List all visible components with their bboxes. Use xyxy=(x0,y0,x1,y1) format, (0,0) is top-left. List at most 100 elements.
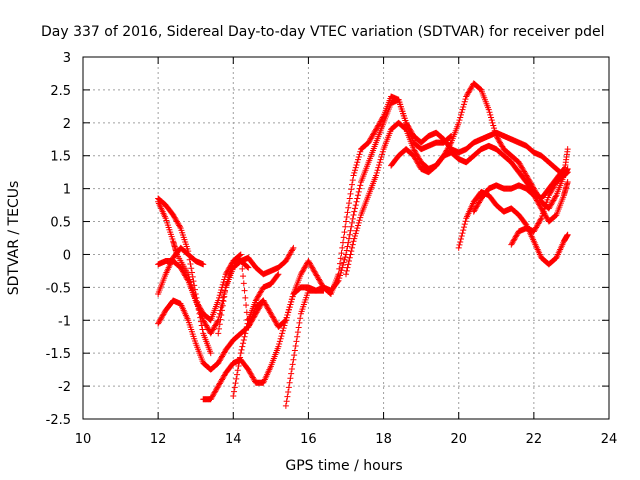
data-point xyxy=(487,111,494,118)
data-point xyxy=(357,214,364,221)
data-point xyxy=(375,164,382,171)
data-point xyxy=(460,104,467,111)
data-point xyxy=(237,354,244,361)
series-track-13 xyxy=(470,179,571,225)
data-point xyxy=(460,101,467,108)
data-point xyxy=(296,319,303,326)
data-point xyxy=(237,252,244,259)
y-tick-label: -1.5 xyxy=(46,347,71,362)
data-point xyxy=(216,325,223,332)
data-point xyxy=(349,181,356,188)
data-point xyxy=(357,182,364,189)
x-tick-label: 14 xyxy=(225,432,242,447)
data-point xyxy=(244,320,251,327)
data-point xyxy=(346,200,353,207)
data-point xyxy=(241,287,248,294)
data-point xyxy=(346,231,353,238)
data-point xyxy=(344,243,351,250)
data-point xyxy=(350,172,357,179)
x-tick-label: 12 xyxy=(150,432,167,447)
y-tick-label: 2.5 xyxy=(50,84,71,99)
y-tick-label: -2 xyxy=(58,380,71,395)
data-point xyxy=(216,294,223,301)
data-point xyxy=(560,173,567,180)
data-point xyxy=(237,251,244,258)
data-point xyxy=(346,195,353,202)
data-point xyxy=(242,330,249,337)
data-point xyxy=(289,246,296,253)
data-point xyxy=(233,375,240,382)
data-point xyxy=(240,280,247,287)
data-point xyxy=(348,186,355,193)
data-point xyxy=(225,273,232,280)
data-point xyxy=(291,352,298,359)
data-point xyxy=(291,347,298,354)
data-point xyxy=(335,271,342,278)
data-point xyxy=(564,179,571,186)
data-point xyxy=(457,235,464,242)
y-tick-label: 3 xyxy=(63,51,71,66)
data-point xyxy=(295,324,302,331)
data-point xyxy=(345,204,352,211)
data-point xyxy=(348,248,355,255)
data-point xyxy=(349,241,356,248)
x-tick-label: 22 xyxy=(526,432,543,447)
chart-title: Day 337 of 2016, Sidereal Day-to-day VTE… xyxy=(41,24,605,40)
data-point xyxy=(354,195,361,202)
data-point xyxy=(227,268,234,275)
data-point xyxy=(356,185,363,192)
data-point xyxy=(347,190,354,197)
data-point xyxy=(228,265,235,272)
data-point xyxy=(376,159,383,166)
x-tick-label: 16 xyxy=(300,432,317,447)
data-point xyxy=(276,338,283,345)
data-point xyxy=(200,261,207,268)
data-point xyxy=(343,271,349,278)
data-point xyxy=(176,223,183,230)
data-point xyxy=(341,256,348,263)
data-point xyxy=(379,148,386,155)
data-point xyxy=(378,154,385,161)
series-track-8 xyxy=(230,271,282,399)
data-point xyxy=(290,356,297,363)
data-point xyxy=(352,205,359,212)
data-point xyxy=(199,326,206,333)
data-point xyxy=(242,294,249,301)
data-point xyxy=(354,225,361,232)
data-point xyxy=(277,335,284,342)
data-point xyxy=(282,317,289,324)
data-point xyxy=(346,254,353,261)
series-track-4 xyxy=(155,244,207,297)
data-point xyxy=(276,340,283,347)
data-point xyxy=(338,250,345,257)
data-point xyxy=(283,314,290,321)
y-tick-label: 1.5 xyxy=(50,150,71,165)
data-point xyxy=(485,106,492,113)
data-point xyxy=(353,227,360,234)
data-point xyxy=(492,130,499,137)
data-point xyxy=(354,159,361,166)
data-point xyxy=(235,363,242,370)
y-axis: -2.5 -2 -1.5 -1 -0.5 0 0.5 1 1.5 2 2.5 3 xyxy=(46,51,609,428)
data-point xyxy=(352,233,359,240)
data-point xyxy=(352,164,359,171)
data-point xyxy=(285,384,292,391)
data-point xyxy=(294,333,301,340)
x-tick-label: 18 xyxy=(375,432,392,447)
data-point xyxy=(339,264,346,271)
data-point xyxy=(284,312,291,319)
data-point xyxy=(373,172,380,179)
data-point xyxy=(457,111,464,118)
data-point xyxy=(282,402,289,409)
data-point xyxy=(461,98,468,105)
data-point xyxy=(243,302,250,309)
data-point xyxy=(352,202,359,209)
data-point xyxy=(349,219,356,226)
data-point xyxy=(239,343,246,350)
data-point xyxy=(351,208,358,215)
data-point xyxy=(343,247,350,254)
data-point xyxy=(217,289,224,296)
x-axis: 10 12 14 16 18 20 22 24 xyxy=(75,57,617,447)
data-point xyxy=(286,304,293,311)
data-point xyxy=(275,271,282,278)
